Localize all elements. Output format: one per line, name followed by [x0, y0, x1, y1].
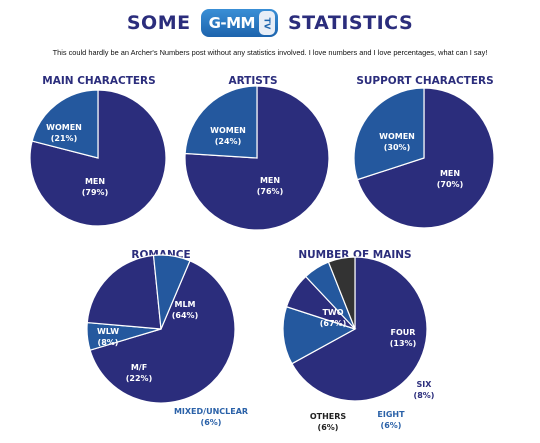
slice-label-men: MEN (70%) — [437, 169, 463, 189]
slice-name-label: MEN — [440, 169, 460, 178]
slice-label-eight: EIGHT (6%) — [377, 410, 405, 430]
chart-title: MAIN CHARACTERS — [42, 75, 155, 87]
slice-value-label: (24%) — [215, 137, 241, 146]
slice-label-others: OTHERS (6%) — [310, 412, 347, 432]
slice-name-label: SIX — [417, 380, 433, 389]
chart-title: NUMBER OF MAINS — [298, 249, 411, 261]
slice-value-label: (79%) — [82, 188, 108, 197]
slice-label-six: SIX (8%) — [414, 380, 435, 400]
gmmtv-logo: G-MM TV — [200, 9, 278, 37]
page-header: SOME G-MM TV STATISTICS — [0, 8, 540, 38]
slice-value-label: (8%) — [98, 338, 119, 347]
slice-value-label: (22%) — [126, 374, 152, 383]
slice-value-label: (76%) — [257, 187, 283, 196]
slice-label-women: WOMEN (24%) — [210, 126, 246, 146]
slice-label-women: WOMEN (30%) — [379, 132, 415, 152]
pie-chart-support-characters: SUPPORT CHARACTERS MEN (70%) WOMEN (30%) — [353, 75, 495, 229]
pie-chart-main-characters: MAIN CHARACTERS MEN (79%) WOMEN (21%) — [29, 75, 167, 227]
pie-slice-m-f — [86, 254, 162, 330]
slice-name-label: M/F — [131, 363, 147, 372]
pie-chart-romance: ROMANCEMLM(64%)MIXED/UNCLEAR(6%)M/F(22%)… — [86, 249, 248, 427]
slice-value-label: (6%) — [381, 421, 402, 430]
slice-name-label: MEN — [260, 176, 280, 185]
subtitle: This could hardly be an Archer's Numbers… — [52, 48, 488, 57]
slice-name-label: OTHERS — [310, 412, 347, 421]
slice-name-label: WOMEN — [379, 132, 415, 141]
slice-value-label: (13%) — [390, 339, 416, 348]
slice-value-label: (67%) — [320, 319, 346, 328]
pie-slice-mlm — [89, 260, 236, 404]
slice-label-m-f: M/F (22%) — [126, 363, 152, 383]
logo-text: G-MM — [208, 14, 256, 32]
slice-name-label: FOUR — [391, 328, 416, 337]
title-word-right: STATISTICS — [288, 12, 414, 34]
slice-value-label: (30%) — [384, 143, 410, 152]
slice-name-label: WLW — [97, 327, 119, 336]
slice-value-label: (6%) — [318, 423, 339, 432]
slice-name-label: WOMEN — [210, 126, 246, 135]
slice-name-label: MIXED/UNCLEAR — [174, 407, 248, 416]
slice-value-label: (70%) — [437, 180, 463, 189]
slice-value-label: (8%) — [414, 391, 435, 400]
slice-label-four: FOUR (13%) — [390, 328, 416, 348]
chart-title: SUPPORT CHARACTERS — [356, 75, 493, 87]
slice-label-men: MEN (79%) — [82, 177, 108, 197]
pie-slice-women — [31, 89, 99, 159]
pie-slice-women — [184, 85, 258, 159]
pie-slice-four — [282, 305, 357, 365]
slice-name-label: MEN — [85, 177, 105, 186]
slice-name-label: EIGHT — [377, 410, 405, 419]
slice-label-women: WOMEN (21%) — [46, 123, 82, 143]
title-word-left: SOME — [126, 12, 191, 34]
chart-title: ARTISTS — [228, 75, 277, 87]
slice-value-label: (21%) — [51, 134, 77, 143]
slice-name-label: TWO — [322, 308, 343, 317]
slice-label-mixed-unclear: MIXED/UNCLEAR (6%) — [174, 407, 248, 427]
slice-label-wlw: WLW (8%) — [97, 327, 119, 347]
pie-slice-others — [327, 256, 356, 330]
logo-badge: TV — [259, 11, 275, 35]
slice-value-label: (64%) — [172, 311, 198, 320]
pie-chart-number-of-mains: NUMBER OF MAINS TWO (67%) FOUR (13%) SIX (8%) E… — [282, 249, 435, 432]
slice-label-mlm: MLM (64%) — [172, 300, 198, 320]
slice-label-men: MEN (76%) — [257, 176, 283, 196]
pie-slice-two — [291, 256, 428, 402]
slice-value-label: (6%) — [201, 418, 222, 427]
slice-label-two: TWO (67%) — [320, 308, 346, 328]
pie-slice-women — [353, 87, 425, 181]
pie-slice-wlw — [152, 254, 191, 330]
slice-name-label: MLM — [174, 300, 195, 309]
pie-chart-artists: ARTISTS MEN (76%) WOMEN (24%) — [184, 75, 330, 231]
pie-slice-men — [356, 87, 495, 229]
slice-name-label: WOMEN — [46, 123, 82, 132]
